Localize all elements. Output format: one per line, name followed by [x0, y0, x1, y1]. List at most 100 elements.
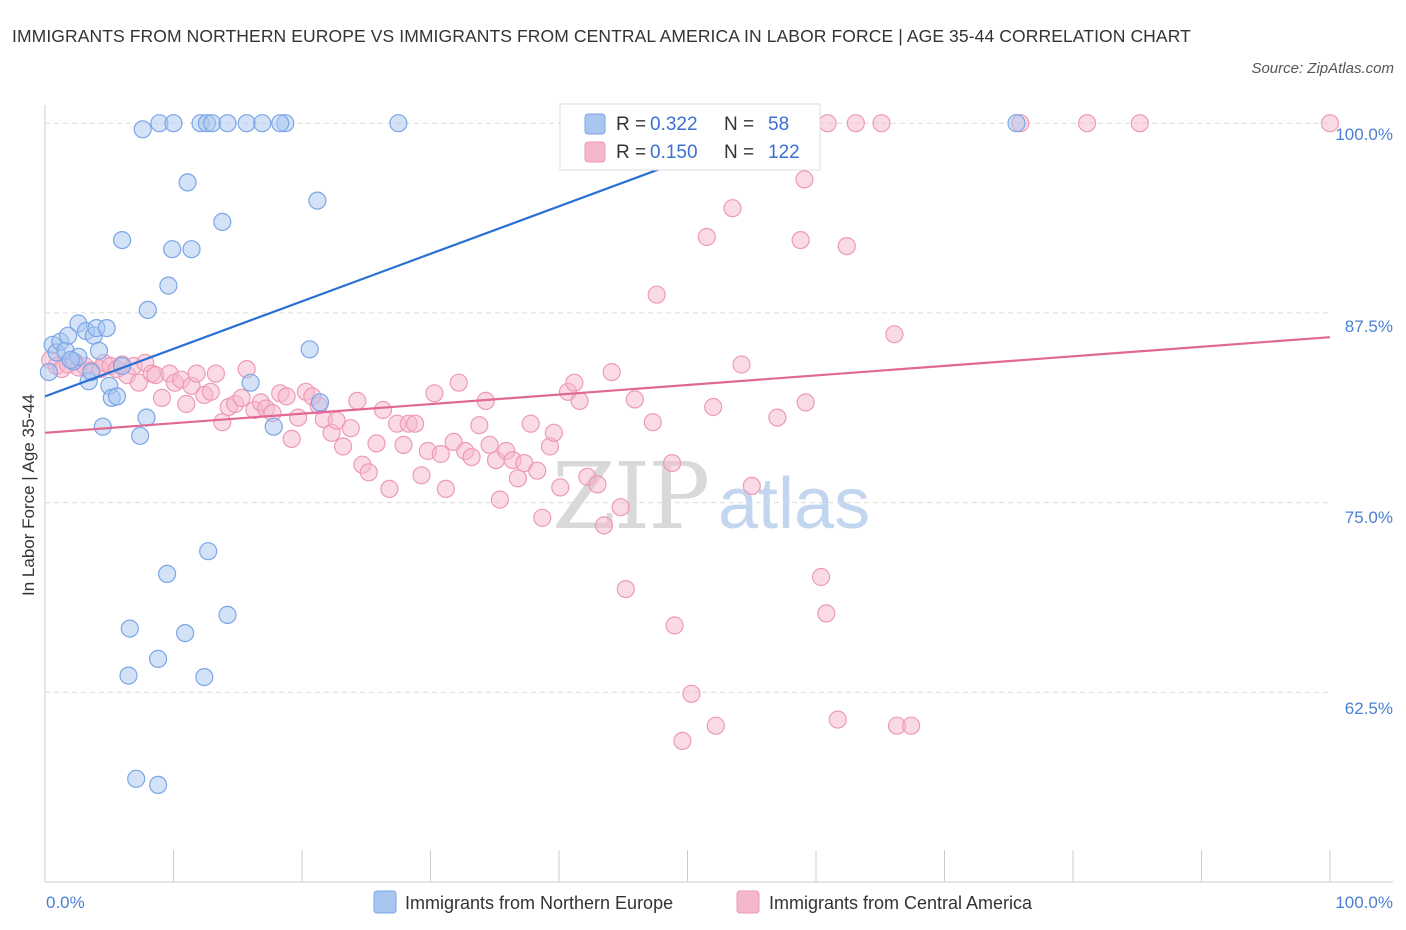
pink-point-106	[796, 393, 815, 412]
pink-point-19	[152, 388, 171, 407]
pink-point-94	[643, 413, 662, 432]
pink-point-114	[818, 114, 837, 133]
blue-point-53	[120, 619, 139, 638]
pink-trend-line	[44, 336, 1331, 434]
pink-point-108	[817, 604, 836, 623]
blue-point-31	[133, 120, 152, 139]
pink-point-98	[682, 684, 701, 703]
blue-point-42	[308, 191, 327, 210]
blue-point-55	[149, 649, 168, 669]
stats-blue-r-value: 0.322	[650, 114, 698, 135]
bottom-legend: Immigrants from Northern Europe Immigran…	[373, 890, 1033, 914]
blue-point-8	[61, 350, 80, 370]
watermark: ZIP atlas	[552, 443, 870, 550]
pink-point-68	[462, 448, 481, 467]
blue-point-49	[310, 393, 330, 412]
y-tick-label-62-5: 62.5%	[1345, 699, 1393, 718]
blue-point-15	[89, 341, 109, 360]
pink-point-123	[901, 716, 921, 735]
blue-point-5	[58, 326, 78, 345]
pink-point-95	[647, 285, 666, 304]
blue-point-39	[253, 114, 272, 133]
pink-point-124	[885, 325, 904, 344]
pink-point-120	[1320, 114, 1340, 133]
pink-point-90	[602, 363, 621, 382]
blue-point-36	[203, 114, 222, 133]
y-tick-label-87-5: 87.5%	[1345, 317, 1393, 336]
legend-blue-label: Immigrants from Northern Europe	[405, 893, 673, 913]
pink-point-109	[828, 710, 847, 729]
blue-point-57	[195, 667, 214, 687]
blue-point-16	[97, 319, 116, 338]
legend-pink-swatch	[736, 890, 760, 914]
pink-point-28	[206, 364, 225, 383]
pink-point-59	[406, 414, 425, 433]
pink-point-107	[811, 567, 831, 587]
pink-point-86	[570, 391, 589, 410]
blue-point-25	[138, 300, 157, 319]
pink-point-63	[431, 444, 450, 464]
axes	[44, 105, 1393, 883]
blue-point-45	[1007, 114, 1026, 133]
stats-pink-n-label: N =	[724, 142, 754, 163]
pink-point-96	[662, 454, 682, 473]
blue-point-26	[159, 276, 178, 295]
stats-pink-r-label: R =	[616, 142, 646, 163]
pink-point-54	[373, 400, 393, 420]
blue-point-43	[389, 114, 408, 133]
source-note: Source: ZipAtlas.com	[1251, 60, 1394, 77]
pink-point-104	[768, 408, 787, 427]
y-axis-title: In Labor Force | Age 35-44	[19, 394, 38, 596]
pink-point-79	[528, 461, 547, 480]
x-tick-label-100: 100.0%	[1335, 893, 1393, 912]
blue-point-48	[300, 340, 319, 359]
blue-point-28	[182, 240, 201, 259]
pink-point-76	[508, 469, 528, 488]
watermark-atlas: atlas	[718, 464, 870, 544]
blue-point-19	[107, 387, 127, 406]
blue-point-0	[39, 363, 59, 382]
pink-point-78	[521, 414, 540, 433]
pink-point-100	[706, 716, 725, 735]
pink-point-71	[480, 435, 499, 454]
pink-point-85	[565, 373, 584, 392]
legend-blue-swatch	[373, 890, 397, 914]
pink-point-91	[611, 498, 630, 517]
pink-point-25	[187, 364, 206, 383]
pink-point-103	[742, 476, 761, 495]
pink-point-80	[533, 508, 552, 527]
blue-point-47	[241, 373, 260, 392]
blue-point-54	[176, 623, 195, 643]
stats-blue-n-value: 58	[768, 114, 789, 135]
pink-point-113	[795, 170, 814, 189]
pink-point-88	[588, 475, 607, 494]
pink-point-118	[1077, 114, 1097, 133]
pink-point-105	[791, 231, 810, 250]
pink-point-73	[490, 490, 509, 509]
y-tick-label-100: 100.0%	[1335, 125, 1393, 144]
blue-point-12	[82, 363, 101, 382]
stats-pink-n-value: 122	[768, 142, 800, 163]
pink-point-82	[544, 423, 564, 442]
pink-point-48	[334, 437, 353, 456]
pink-point-89	[594, 516, 614, 535]
legend-pink-label: Immigrants from Central America	[769, 893, 1033, 913]
pink-series-points	[40, 114, 1340, 751]
pink-point-23	[177, 394, 196, 414]
pink-point-29	[213, 413, 232, 432]
blue-point-22	[131, 426, 150, 445]
pink-point-121	[673, 731, 692, 751]
pink-point-52	[359, 463, 378, 482]
pink-point-57	[394, 435, 413, 454]
stats-blue-n-label: N =	[724, 114, 754, 135]
blue-point-52	[218, 605, 237, 625]
pink-point-115	[846, 114, 865, 133]
blue-point-56	[119, 666, 138, 685]
pink-point-41	[289, 408, 308, 427]
stats-pink-r-value: 0.150	[650, 142, 698, 163]
pink-point-69	[470, 416, 489, 435]
pink-point-50	[348, 391, 367, 410]
pink-point-119	[1130, 114, 1149, 133]
pink-point-93	[625, 390, 644, 409]
